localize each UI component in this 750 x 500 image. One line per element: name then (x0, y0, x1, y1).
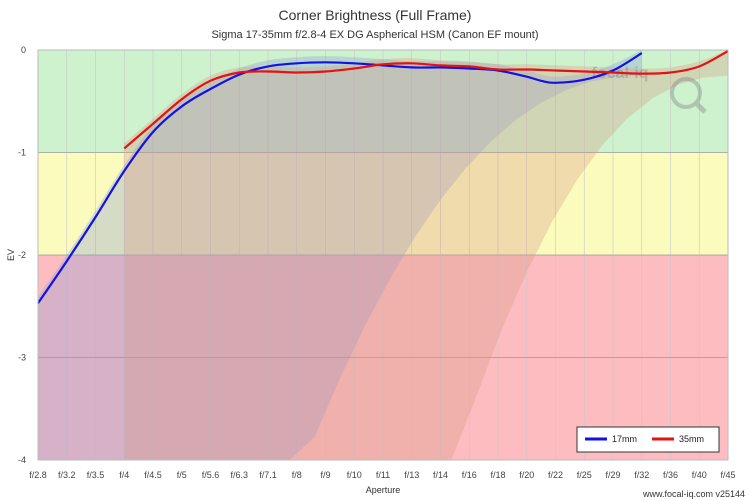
x-tick-label: f/5.6 (202, 470, 220, 480)
y-axis-label: EV (6, 249, 16, 261)
x-tick-label: f/22 (548, 470, 563, 480)
x-tick-label: f/29 (605, 470, 620, 480)
series-line-35mm (123, 50, 729, 150)
x-tick-label: f/25 (577, 470, 592, 480)
y-axis-ticks: 0 -1 -2 -3 -4 (18, 45, 26, 465)
x-axis-label: Aperture (366, 485, 401, 495)
x-tick-label: f/6.3 (230, 470, 248, 480)
y-tick-label: -2 (18, 250, 26, 260)
x-tick-label: f/4 (119, 470, 129, 480)
field-spread-bands (38, 50, 729, 460)
x-tick-label: f/13 (404, 470, 419, 480)
band-17mm (38, 50, 642, 460)
x-tick-label: f/20 (519, 470, 534, 480)
x-tick-label: f/45 (720, 470, 735, 480)
x-tick-label: f/3.2 (58, 470, 76, 480)
x-tick-label: f/2.8 (29, 470, 47, 480)
x-tick-label: f/16 (462, 470, 477, 480)
magnifier-handle (694, 101, 707, 114)
legend-label-17mm: 17mm (612, 434, 637, 444)
y-tick-label: 0 (21, 45, 26, 55)
x-tick-label: f/32 (634, 470, 649, 480)
grid-lines (38, 49, 728, 461)
x-tick-label: f/10 (347, 470, 362, 480)
y-tick-label: -1 (18, 148, 26, 158)
legend-label-35mm: 35mm (679, 434, 704, 444)
x-tick-label: f/5 (177, 470, 187, 480)
x-tick-label: f/4.5 (144, 470, 162, 480)
band-35mm (124, 50, 729, 460)
x-tick-label: f/11 (376, 470, 390, 480)
series-line-17mm (37, 52, 643, 304)
x-tick-label: f/7.1 (259, 470, 277, 480)
x-tick-label: f/40 (692, 470, 707, 480)
x-tick-label: f/9 (320, 470, 330, 480)
x-tick-label: f/8 (292, 470, 302, 480)
x-tick-label: f/3.5 (87, 470, 105, 480)
x-tick-label: f/36 (663, 470, 678, 480)
credit-text: www.focal-iq.com v25144 (642, 489, 745, 499)
plot-frame (37, 49, 729, 461)
magnifier-icon (670, 77, 702, 109)
x-tick-label: f/14 (433, 470, 448, 480)
chart-subtitle: Sigma 17-35mm f/2.8-4 EX DG Aspherical H… (211, 29, 538, 41)
x-tick-label: f/18 (490, 470, 505, 480)
legend: 17mm 35mm (576, 426, 720, 453)
series-lines (37, 50, 729, 304)
y-tick-label: -3 (18, 353, 26, 363)
chart-title: Corner Brightness (Full Frame) (279, 7, 472, 23)
x-axis-ticks: f/2.8 f/3.2 f/3.5 f/4 f/4.5 f/5 f/5.6 f/6.3 f/7.… (29, 470, 735, 480)
y-tick-label: -4 (18, 455, 26, 465)
